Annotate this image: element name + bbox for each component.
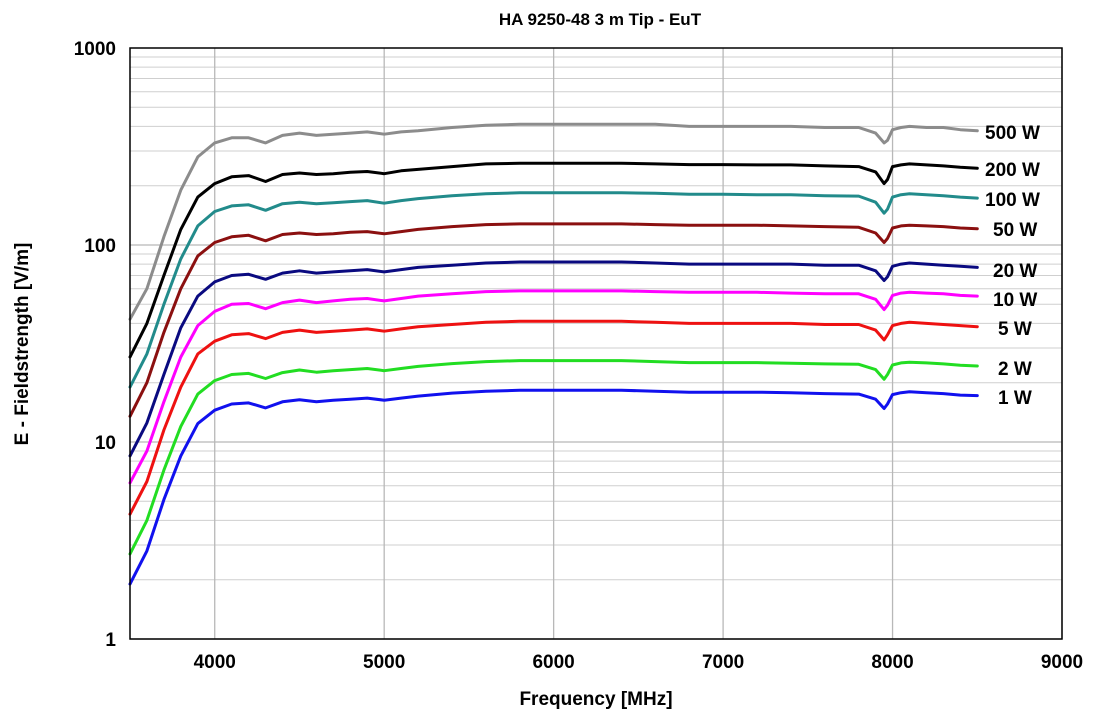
x-tick-label: 6000 [532, 652, 574, 673]
series-line-50w [128, 222, 979, 418]
y-axis-ticks: 1 10 100 1000 [74, 39, 117, 651]
chart-title: HA 9250-48 3 m Tip - EuT [499, 10, 702, 29]
series-label-10w: 10 W [993, 290, 1037, 311]
y-axis-label: E - Fieldstrength [V/m] [12, 243, 33, 446]
series-line-1w [128, 388, 979, 586]
x-tick-label: 4000 [194, 652, 236, 673]
series-line-10w [128, 289, 979, 485]
series-label-20w: 20 W [993, 261, 1037, 282]
x-tick-label: 7000 [702, 652, 744, 673]
series-label-2w: 2 W [998, 359, 1032, 380]
series-label-50w: 50 W [993, 220, 1037, 241]
plot-frame [129, 47, 1063, 640]
y-tick-label: 1000 [74, 39, 116, 60]
series-label-500w: 500 W [985, 123, 1040, 144]
series-label-1w: 1 W [998, 388, 1032, 409]
series-line-200w [128, 161, 979, 359]
series-label-5w: 5 W [998, 319, 1032, 340]
series-line-100w [128, 191, 979, 389]
series-line-500w [128, 122, 979, 321]
x-axis-ticks: 4000 5000 6000 7000 8000 9000 [194, 652, 1084, 673]
series-label-200w: 200 W [985, 160, 1040, 181]
x-axis-label: Frequency [MHz] [519, 689, 672, 710]
y-tick-label: 1 [105, 630, 116, 651]
x-tick-label: 5000 [363, 652, 405, 673]
series-label-100w: 100 W [985, 190, 1040, 211]
series-line-5w [128, 319, 979, 516]
x-tick-label: 8000 [871, 652, 913, 673]
series-labels: 500 W 200 W 100 W 50 W 20 W 10 W 5 W 2 W 1 W [985, 123, 1040, 409]
series-line-20w [128, 260, 979, 458]
y-tick-label: 100 [84, 236, 116, 257]
x-tick-label: 9000 [1041, 652, 1083, 673]
grid [130, 48, 1063, 640]
series-layer [128, 122, 979, 586]
series-line-2w [128, 359, 979, 556]
y-tick-label: 10 [95, 433, 116, 454]
